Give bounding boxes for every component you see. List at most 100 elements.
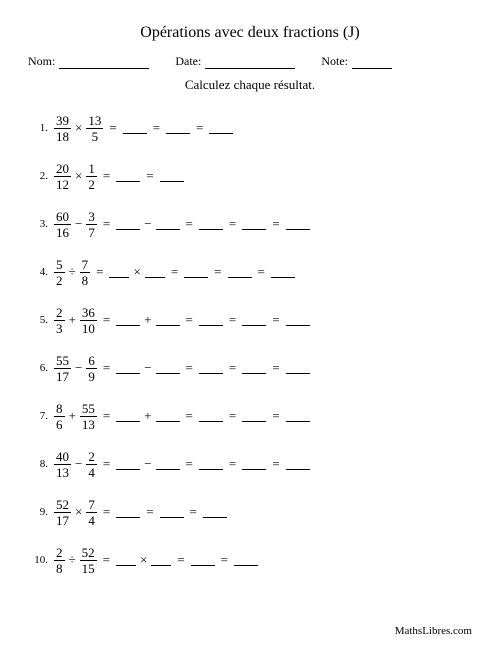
answer-blank[interactable] [116, 171, 140, 182]
equals: = [103, 408, 110, 424]
numerator: 60 [54, 210, 71, 225]
equals: = [103, 504, 110, 520]
answer-blank[interactable] [242, 219, 266, 230]
answer-blank[interactable] [160, 171, 184, 182]
denominator: 3 [54, 321, 65, 335]
answer-blank[interactable] [156, 219, 180, 230]
fraction-a: 4013 [54, 450, 71, 479]
answer-blank[interactable] [116, 411, 140, 422]
problem-row: 9.5217×74=== [28, 491, 472, 533]
problem-number: 3. [28, 218, 48, 230]
answer-blank[interactable] [116, 555, 136, 566]
fraction-b: 78 [80, 258, 91, 287]
answer-blank[interactable] [242, 363, 266, 374]
step-operator: + [144, 408, 151, 424]
answer-blank[interactable] [145, 267, 165, 278]
answer-blank[interactable] [242, 459, 266, 470]
denominator: 17 [54, 369, 71, 383]
date-blank[interactable] [205, 56, 295, 69]
answer-blank[interactable] [199, 363, 223, 374]
answer-blank[interactable] [209, 123, 233, 134]
answer-blank[interactable] [116, 363, 140, 374]
answer-blank[interactable] [156, 459, 180, 470]
answer-blank[interactable] [199, 315, 223, 326]
problem-row: 2.2012×12== [28, 155, 472, 197]
fraction-b: 135 [86, 114, 103, 143]
operator: × [75, 120, 82, 136]
answer-blank[interactable] [166, 123, 190, 134]
equals: = [103, 360, 110, 376]
denominator: 2 [86, 177, 97, 191]
denominator: 13 [80, 417, 97, 431]
equals: = [103, 312, 110, 328]
answer-blank[interactable] [116, 459, 140, 470]
denominator: 6 [54, 417, 65, 431]
equals: = [103, 168, 110, 184]
denominator: 9 [86, 369, 97, 383]
problem-row: 1.3918×135=== [28, 107, 472, 149]
answer-blank[interactable] [271, 267, 295, 278]
answer-blank[interactable] [199, 411, 223, 422]
answer-blank[interactable] [286, 459, 310, 470]
name-blank[interactable] [59, 56, 149, 69]
problem-number: 6. [28, 362, 48, 374]
answer-blank[interactable] [123, 123, 147, 134]
numerator: 52 [54, 498, 71, 513]
fraction-b: 24 [86, 450, 97, 479]
equals: = [229, 456, 236, 472]
answer-blank[interactable] [116, 315, 140, 326]
denominator: 4 [86, 465, 97, 479]
fraction-a: 3918 [54, 114, 71, 143]
fraction-a: 5517 [54, 354, 71, 383]
answer-blank[interactable] [286, 219, 310, 230]
answer-blank[interactable] [156, 363, 180, 374]
fraction-b: 5215 [80, 546, 97, 575]
problems-list: 1.3918×135===2.2012×12==3.6016−37=−===4.… [28, 107, 472, 581]
equals: = [186, 360, 193, 376]
step-operator: + [144, 312, 151, 328]
answer-blank[interactable] [109, 267, 129, 278]
note-blank[interactable] [352, 56, 392, 69]
answer-blank[interactable] [156, 315, 180, 326]
answer-blank[interactable] [242, 315, 266, 326]
note-label: Note: [321, 54, 348, 69]
answer-blank[interactable] [156, 411, 180, 422]
equals: = [186, 312, 193, 328]
footer-text: MathsLibres.com [395, 625, 472, 637]
problem-row: 7.86+5513=+=== [28, 395, 472, 437]
answer-blank[interactable] [191, 555, 215, 566]
answer-blank[interactable] [242, 411, 266, 422]
equals: = [153, 120, 160, 136]
numerator: 36 [80, 306, 97, 321]
equals: = [229, 360, 236, 376]
problem-number: 10. [28, 554, 48, 566]
answer-blank[interactable] [228, 267, 252, 278]
equals: = [186, 216, 193, 232]
answer-blank[interactable] [234, 555, 258, 566]
numerator: 55 [80, 402, 97, 417]
problem-row: 3.6016−37=−=== [28, 203, 472, 245]
operator: × [75, 168, 82, 184]
worksheet-page: Opérations avec deux fractions (J) Nom: … [0, 0, 500, 597]
step-operator: − [144, 216, 151, 232]
equals: = [214, 264, 221, 280]
answer-blank[interactable] [160, 507, 184, 518]
fraction-a: 23 [54, 306, 65, 335]
fraction-a: 5217 [54, 498, 71, 527]
answer-blank[interactable] [184, 267, 208, 278]
fraction-a: 6016 [54, 210, 71, 239]
problem-number: 7. [28, 410, 48, 422]
answer-blank[interactable] [151, 555, 171, 566]
denominator: 16 [54, 225, 71, 239]
answer-blank[interactable] [199, 219, 223, 230]
answer-blank[interactable] [203, 507, 227, 518]
denominator: 4 [86, 513, 97, 527]
answer-blank[interactable] [286, 315, 310, 326]
answer-blank[interactable] [116, 507, 140, 518]
answer-blank[interactable] [199, 459, 223, 470]
answer-blank[interactable] [286, 411, 310, 422]
answer-blank[interactable] [286, 363, 310, 374]
answer-blank[interactable] [116, 219, 140, 230]
denominator: 5 [90, 129, 101, 143]
equals: = [103, 456, 110, 472]
